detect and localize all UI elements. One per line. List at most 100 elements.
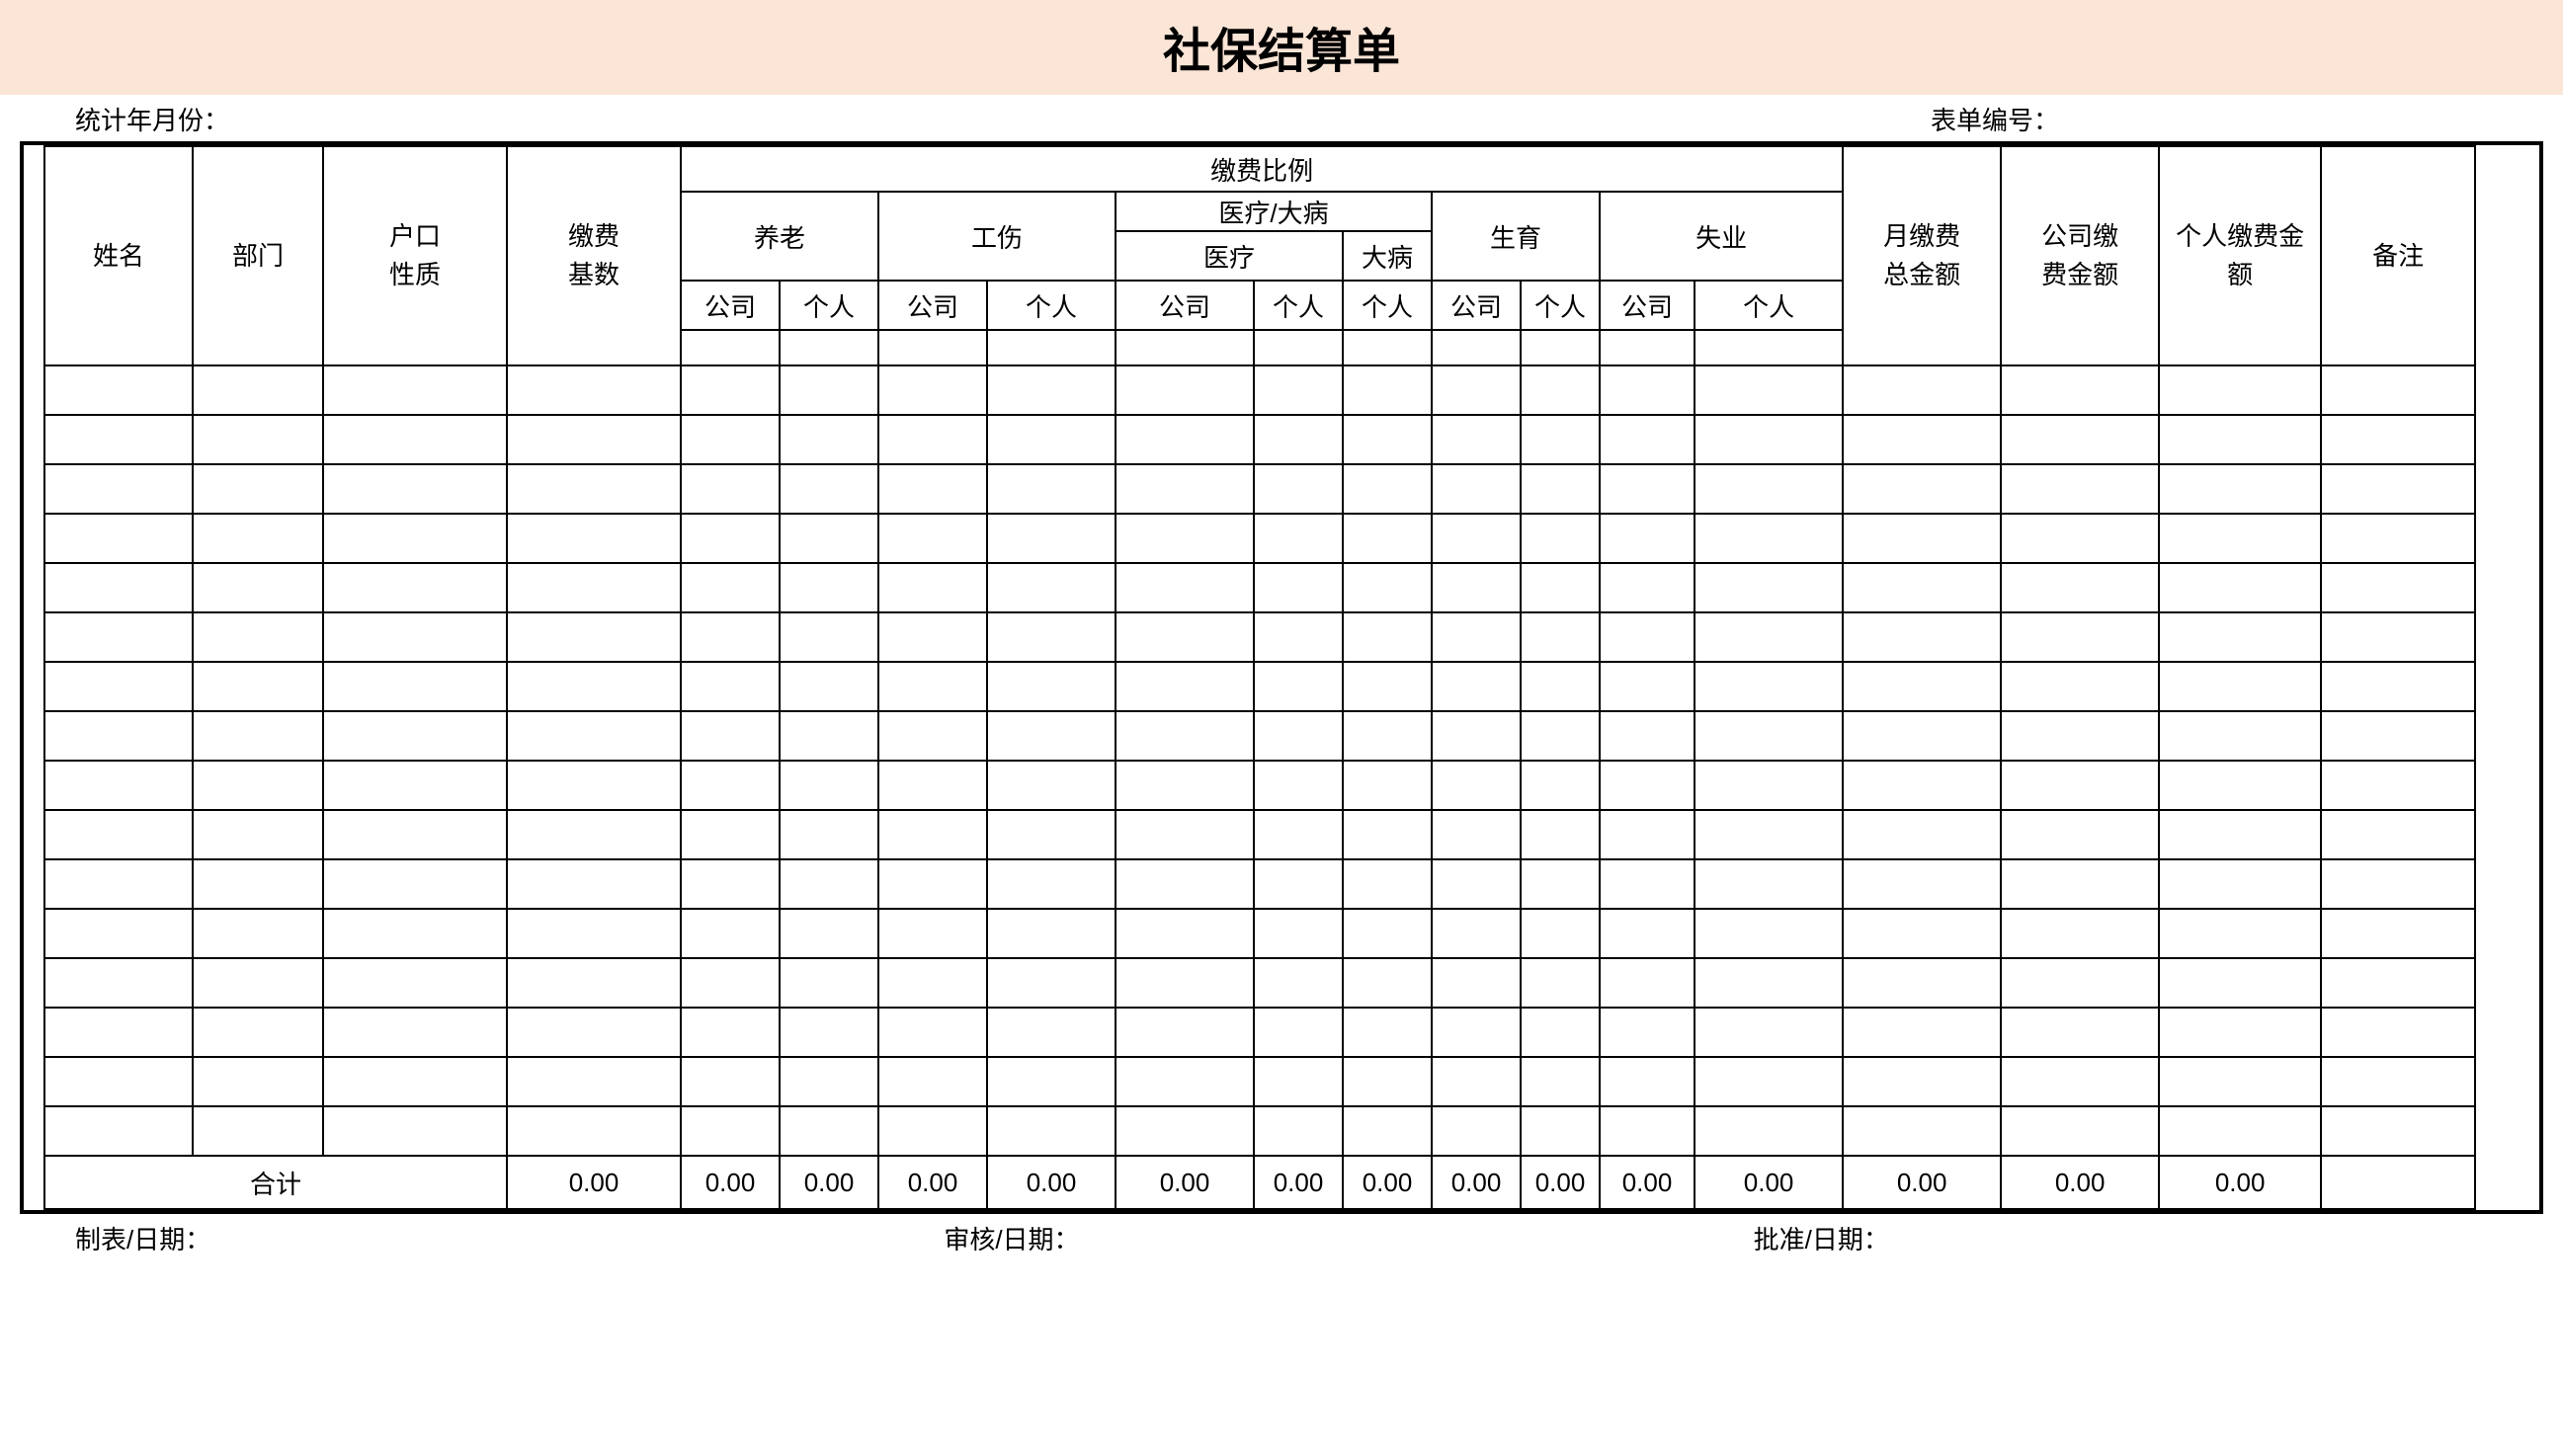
data-cell xyxy=(1521,1008,1600,1057)
data-cell xyxy=(987,761,1116,810)
data-cell xyxy=(987,365,1116,415)
data-cell xyxy=(2159,958,2321,1008)
data-cell xyxy=(1254,711,1343,761)
data-cell xyxy=(780,514,878,563)
data-cell xyxy=(1254,415,1343,464)
data-cell xyxy=(323,958,507,1008)
data-cell xyxy=(878,662,987,711)
data-cell xyxy=(2321,810,2475,859)
data-cell xyxy=(323,514,507,563)
data-cell xyxy=(193,514,323,563)
data-cell xyxy=(987,810,1116,859)
data-cell xyxy=(1116,909,1254,958)
data-cell xyxy=(323,711,507,761)
data-cell xyxy=(1843,761,2001,810)
data-cell xyxy=(507,1008,681,1057)
data-cell xyxy=(1843,662,2001,711)
data-cell xyxy=(1521,1057,1600,1106)
data-cell xyxy=(987,711,1116,761)
rate-cell xyxy=(1695,330,1843,365)
data-cell xyxy=(1254,464,1343,514)
data-cell xyxy=(681,514,780,563)
data-cell xyxy=(2001,365,2159,415)
form-number-label: 表单编号： xyxy=(1931,101,2563,137)
data-cell xyxy=(1343,1008,1432,1057)
data-cell xyxy=(2159,1057,2321,1106)
data-cell xyxy=(44,612,193,662)
data-cell xyxy=(878,810,987,859)
data-cell xyxy=(1116,711,1254,761)
footer-row: 制表/日期： 审核/日期： 批准/日期： xyxy=(0,1214,2563,1256)
table-row xyxy=(44,810,2563,859)
data-cell xyxy=(44,1106,193,1156)
table-row xyxy=(44,1057,2563,1106)
data-cell xyxy=(2001,909,2159,958)
data-cell xyxy=(1843,1106,2001,1156)
col-personal-amt: 个人缴费金额 xyxy=(2159,146,2321,365)
data-cell xyxy=(1695,1008,1843,1057)
data-cell xyxy=(987,563,1116,612)
totals-cell: 0.00 xyxy=(878,1156,987,1209)
data-cell xyxy=(2321,1106,2475,1156)
data-cell xyxy=(507,761,681,810)
data-cell xyxy=(1695,612,1843,662)
data-cell xyxy=(780,365,878,415)
data-cell xyxy=(1695,514,1843,563)
data-cell xyxy=(1343,563,1432,612)
data-cell xyxy=(44,810,193,859)
col-hukou: 户口性质 xyxy=(323,146,507,365)
data-cell xyxy=(44,909,193,958)
data-cell xyxy=(878,761,987,810)
rate-cell xyxy=(1254,330,1343,365)
rate-cell xyxy=(1116,330,1254,365)
data-cell xyxy=(878,958,987,1008)
data-cell xyxy=(878,612,987,662)
data-cell xyxy=(1254,909,1343,958)
data-cell xyxy=(323,415,507,464)
data-cell xyxy=(1432,1106,1521,1156)
data-cell xyxy=(681,1008,780,1057)
data-cell xyxy=(2159,612,2321,662)
data-cell xyxy=(2321,761,2475,810)
data-cell xyxy=(2159,761,2321,810)
data-cell xyxy=(1695,662,1843,711)
rate-cell xyxy=(1343,330,1432,365)
data-cell xyxy=(1695,1106,1843,1156)
totals-cell: 0.00 xyxy=(1343,1156,1432,1209)
data-cell xyxy=(1432,365,1521,415)
data-cell xyxy=(780,612,878,662)
data-cell xyxy=(193,563,323,612)
table-row xyxy=(44,958,2563,1008)
data-cell xyxy=(1343,958,1432,1008)
rate-cell xyxy=(1432,330,1521,365)
data-cell xyxy=(507,662,681,711)
data-cell xyxy=(1116,612,1254,662)
data-cell xyxy=(878,1106,987,1156)
data-cell xyxy=(2001,415,2159,464)
col-pension-personal: 个人 xyxy=(780,281,878,330)
data-cell xyxy=(1116,464,1254,514)
col-unemployment-personal: 个人 xyxy=(1695,281,1843,330)
data-cell xyxy=(1343,859,1432,909)
data-cell xyxy=(1254,612,1343,662)
data-cell xyxy=(1432,859,1521,909)
data-cell xyxy=(681,365,780,415)
totals-cell: 0.00 xyxy=(1521,1156,1600,1209)
col-unemployment-company: 公司 xyxy=(1600,281,1695,330)
data-cell xyxy=(1343,365,1432,415)
data-cell xyxy=(987,514,1116,563)
data-cell xyxy=(2159,1008,2321,1057)
col-remark: 备注 xyxy=(2321,146,2475,365)
totals-cell: 0.00 xyxy=(1254,1156,1343,1209)
data-cell xyxy=(2001,514,2159,563)
data-cell xyxy=(507,810,681,859)
data-cell xyxy=(507,563,681,612)
data-cell xyxy=(507,1106,681,1156)
data-cell xyxy=(780,711,878,761)
rate-cell xyxy=(987,330,1116,365)
table-row xyxy=(44,464,2563,514)
period-label: 统计年月份： xyxy=(75,101,1931,137)
data-cell xyxy=(780,859,878,909)
table-row xyxy=(44,761,2563,810)
data-cell xyxy=(1116,514,1254,563)
